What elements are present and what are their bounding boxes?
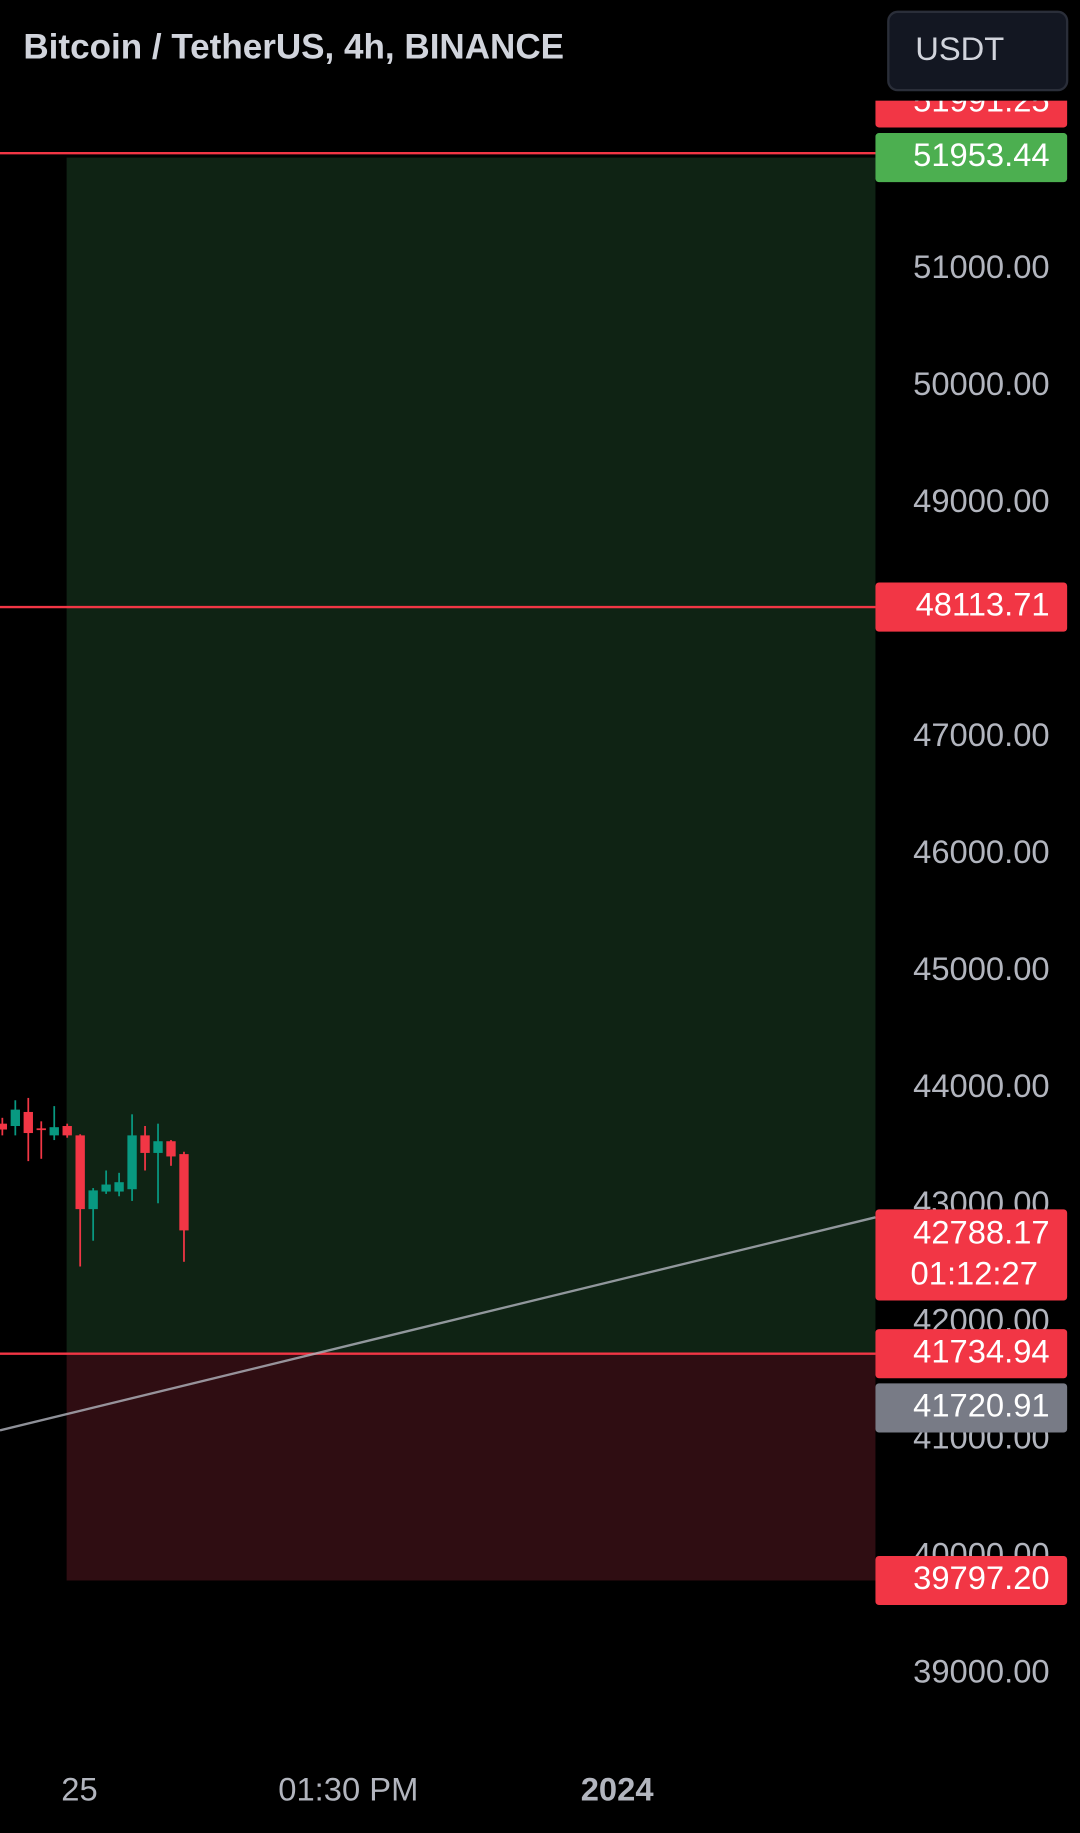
price-tag-label: 41720.91 <box>913 1387 1049 1424</box>
price-tag-label: 41734.94 <box>913 1332 1049 1369</box>
y-tick-label: 51000.00 <box>913 248 1049 285</box>
y-tick-label: 45000.00 <box>913 950 1049 987</box>
y-tick-label: 47000.00 <box>913 716 1049 753</box>
candle-body <box>140 1135 150 1153</box>
candle-body <box>88 1190 98 1210</box>
countdown: 01:12:27 <box>911 1255 1038 1292</box>
price-tag-label: 42788.17 <box>913 1214 1049 1251</box>
loss-zone <box>66 1353 876 1581</box>
currency-button[interactable] <box>887 10 1069 92</box>
y-tick-label: 46000.00 <box>913 833 1049 870</box>
price-tag <box>875 1329 1068 1379</box>
candle-body <box>127 1135 137 1190</box>
candle-body <box>153 1141 163 1153</box>
price-tag-label: 48113.71 <box>916 586 1050 623</box>
price-tag-label: 39797.20 <box>913 1559 1049 1596</box>
price-tag <box>875 1209 1068 1301</box>
x-tick-label: 25 <box>61 1771 97 1808</box>
price-tag <box>875 1383 1068 1433</box>
profit-zone <box>66 157 876 1354</box>
x-tick-label: 01:30 PM <box>278 1771 418 1808</box>
candle-body <box>36 1128 46 1131</box>
y-tick-label: 39000.00 <box>913 1652 1049 1689</box>
y-tick-label: 44000.00 <box>913 1067 1049 1104</box>
price-tag <box>875 133 1068 183</box>
candle-body <box>62 1126 72 1136</box>
price-tag <box>875 582 1068 632</box>
candle-body <box>179 1154 189 1231</box>
price-tag <box>875 1555 1068 1606</box>
trendline <box>0 1216 876 1432</box>
x-tick-label: 2024 <box>581 1771 655 1808</box>
candle-body <box>0 1123 8 1130</box>
plot: 39000.0040000.0041000.0042000.0043000.00… <box>0 78 1068 1808</box>
header: Bitcoin / TetherUS, 4h, BINANCE USDT <box>0 0 1080 101</box>
y-tick-label: 49000.00 <box>913 482 1049 519</box>
candle-body <box>23 1111 33 1134</box>
candle-body <box>101 1184 111 1192</box>
price-tag-label: 51953.44 <box>913 136 1049 173</box>
candle-body <box>10 1109 20 1127</box>
candle-body <box>49 1127 59 1136</box>
candle-body <box>166 1141 176 1157</box>
candle-body <box>75 1135 85 1210</box>
candle-body <box>114 1182 124 1192</box>
y-tick-label: 50000.00 <box>913 365 1049 402</box>
chart-title: Bitcoin / TetherUS, 4h, BINANCE <box>23 27 564 66</box>
currency-label[interactable]: USDT <box>915 30 1004 67</box>
